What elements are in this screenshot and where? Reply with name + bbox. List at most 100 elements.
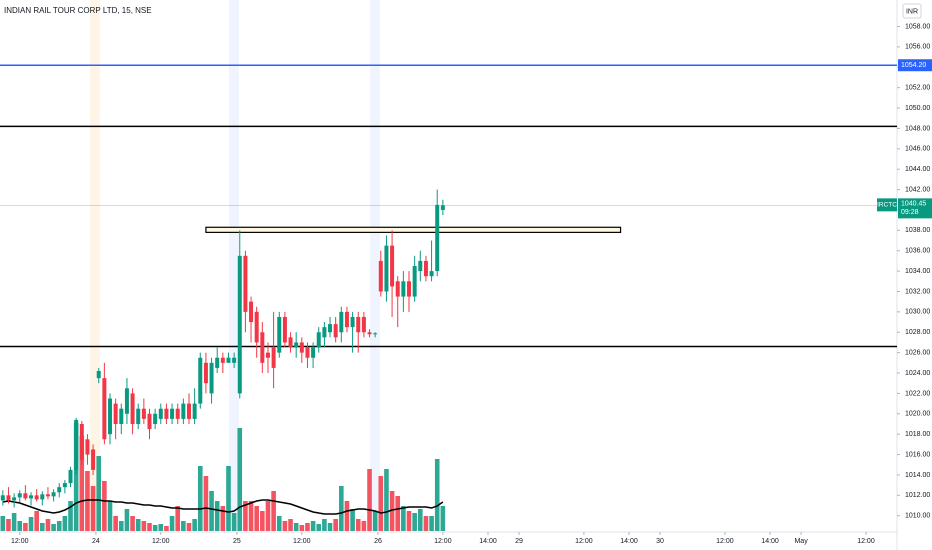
candle-body [243,255,248,312]
volume-bar [34,511,39,531]
volume-bar [384,469,389,531]
candle-body [350,316,355,328]
candle-body [344,311,349,328]
volume-bar [406,511,412,531]
candle-body [294,342,299,348]
candle-body [192,403,197,419]
volume-bar [220,506,226,531]
y-tick-label: 1056.00 [905,44,930,51]
volume-bar [395,496,401,531]
candle-body [429,271,434,277]
last-price-bg [898,198,932,219]
volume-bar [79,436,85,531]
volume-bar [412,513,417,531]
y-tick-label: 1012.00 [905,492,930,499]
candle-body [435,204,440,272]
session-band [370,0,380,531]
y-tick-label: 1026.00 [905,349,930,356]
candle-body [395,281,400,297]
candle-body [164,408,169,419]
candle-body [51,492,56,497]
volume-bar [333,519,338,531]
x-tick-label: 25 [233,538,241,545]
volume-bar [141,521,147,531]
candle-body [220,357,225,363]
price-label-bg [898,59,932,72]
candle-body [170,408,175,419]
x-tick-label: 12:00 [575,538,593,545]
volume-bar [316,524,322,531]
x-tick-label: 12:00 [293,538,311,545]
volume-bar [310,521,316,531]
volume-bar [299,525,305,531]
candle-body [136,408,141,424]
candle-body [299,342,304,353]
volume-bar [243,501,248,531]
y-tick-label: 1050.00 [905,105,930,112]
candle-body [254,311,259,343]
volume-bar [401,506,406,531]
session-band [90,0,100,531]
volume-bar [107,501,113,531]
x-tick-label: 12:00 [11,538,29,545]
volume-bar [282,521,288,531]
volume-bar [248,501,254,531]
candle-body [373,333,378,335]
candle-body [0,495,5,501]
candle-body [384,245,389,292]
volume-bar [231,513,237,531]
candle-body [85,439,90,455]
volume-bar [271,491,276,531]
volume-bar [288,519,293,531]
volume-bar [51,524,56,531]
volume-bar [28,517,34,531]
volume-bar [56,521,62,531]
candle-body [45,494,50,497]
volume-bar [260,511,265,531]
volume-bar [367,469,372,531]
volume-bar [197,466,203,531]
x-tick-label: 30 [656,538,664,545]
volume-bar [158,524,164,531]
volume-bar [361,521,367,531]
candle-body [390,245,395,287]
candle-body [277,316,282,353]
candle-body [62,483,67,488]
candle-body [418,260,423,272]
volume-bar [17,521,23,531]
y-tick-label: 1038.00 [905,227,930,234]
candle-body [79,423,84,460]
candle-body [237,255,242,394]
currency: INR [906,8,918,15]
candle-body [378,260,383,292]
symbol-label-bg [877,198,897,212]
volume-bar [0,516,6,531]
volume-bar [209,491,214,531]
currency-box[interactable] [902,3,922,19]
volume-bar [350,509,355,531]
x-tick-label: 14:00 [761,538,779,545]
volume-bar [423,516,429,531]
candle-body [265,352,270,358]
y-tick-label: 1014.00 [905,472,930,479]
x-tick-label: 12:00 [434,538,452,545]
volume-bar [102,481,107,531]
x-tick-label: 29 [515,538,523,545]
volume-bar [40,523,45,531]
y-tick-label: 1048.00 [905,125,930,132]
last-price: 1040.45 [901,201,926,208]
volume-bar [322,519,327,531]
candle-body [198,357,203,404]
x-tick-label: 12:00 [152,538,170,545]
volume-bar [440,506,446,531]
candle-body [232,357,237,363]
candle-body [34,495,39,500]
candle-body [322,327,327,338]
candle-body [12,497,17,501]
volume-bar [429,516,434,531]
y-tick-label: 1016.00 [905,451,930,458]
volume-bar [113,516,118,531]
y-tick-label: 1042.00 [905,186,930,193]
volume-bar [68,501,73,531]
